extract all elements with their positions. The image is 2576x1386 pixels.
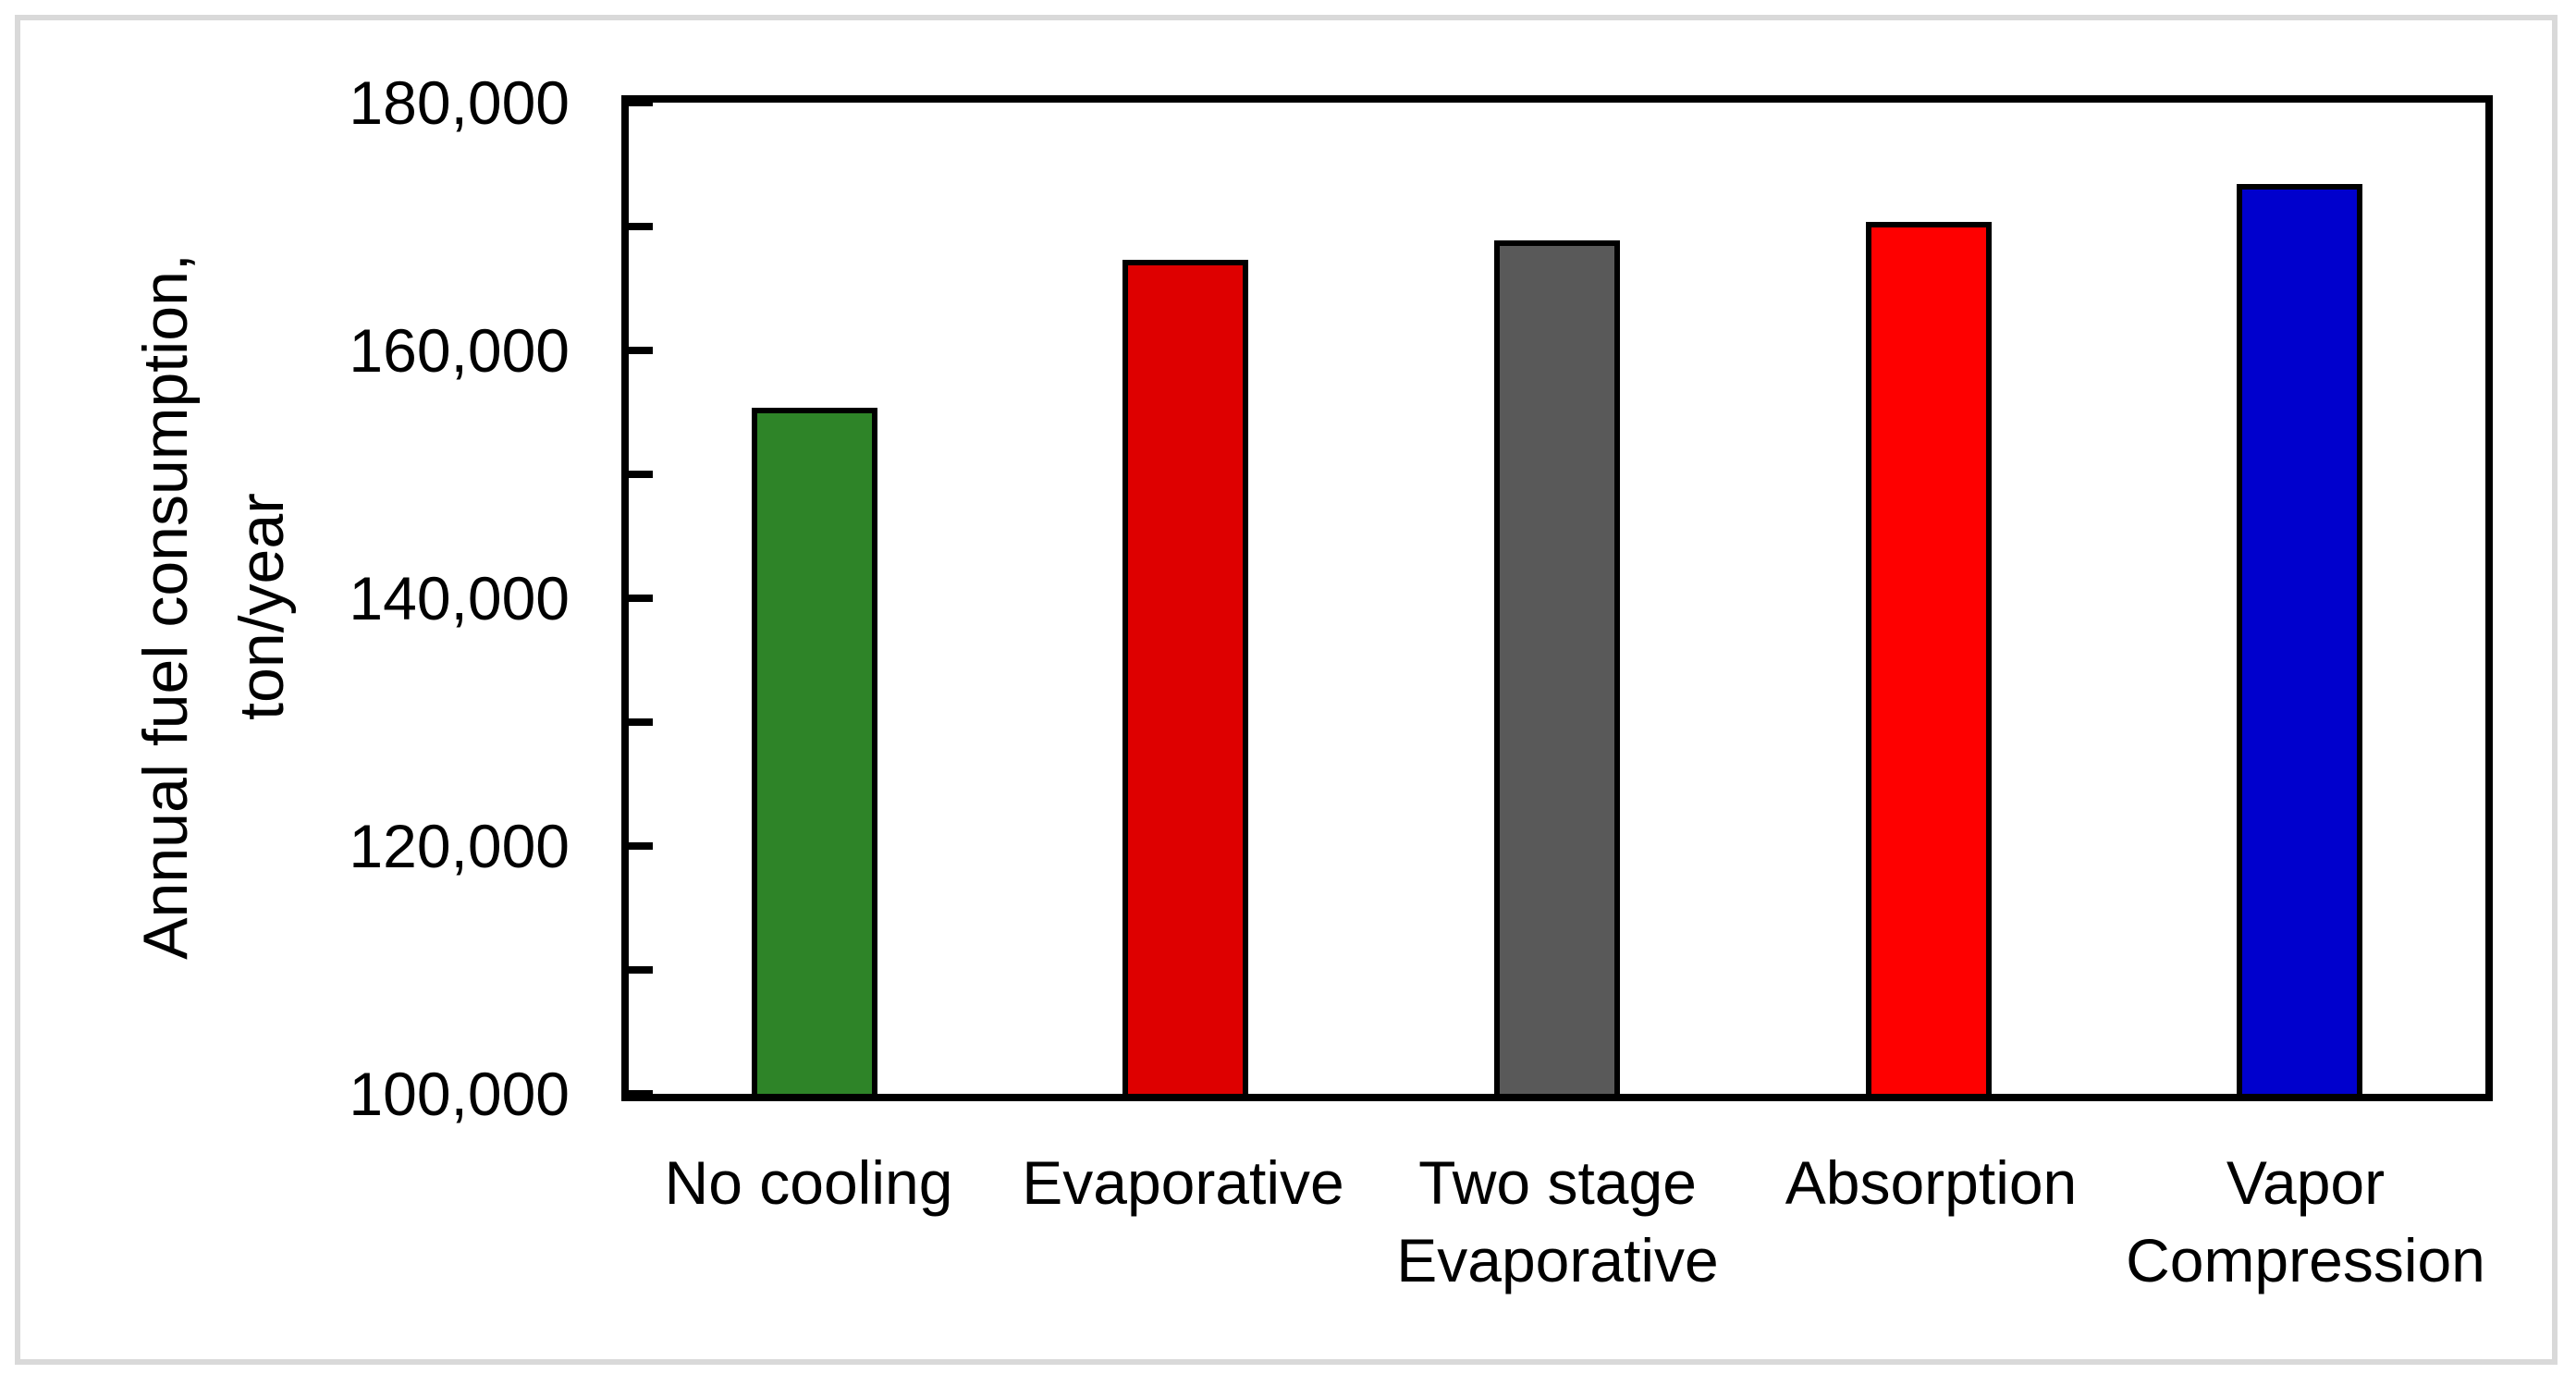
y-tick-label: 100,000 (349, 1060, 570, 1128)
bar-vapor-compression (2237, 184, 2362, 1094)
x-tick-label-line: Compression (2126, 1226, 2485, 1294)
x-tick-label-line: No cooling (664, 1148, 953, 1217)
y-tick-label: 140,000 (349, 564, 570, 632)
y-tick-mark (629, 99, 653, 106)
plot-area (621, 95, 2493, 1101)
bar-two-stage-evaporative (1494, 240, 1620, 1094)
x-tick-label-two-stage-evaporative: Two stage Evaporative (1370, 1144, 1745, 1299)
bar-no-cooling (752, 408, 877, 1094)
x-tick-label-no-cooling: No cooling (621, 1144, 996, 1221)
y-tick-mark (629, 471, 653, 478)
bar-evaporative (1122, 260, 1248, 1094)
y-tick-mark (629, 223, 653, 230)
y-axis-title-line1: Annual fuel consumption, (130, 253, 201, 960)
x-tick-label-absorption: Absorption (1744, 1144, 2118, 1221)
x-tick-label-line: Absorption (1785, 1148, 2078, 1217)
y-tick-mark (629, 718, 653, 726)
y-tick-mark (629, 595, 653, 602)
y-tick-mark (629, 1090, 653, 1098)
y-tick-mark (629, 966, 653, 974)
y-tick-mark (629, 842, 653, 850)
y-tick-label: 160,000 (349, 316, 570, 385)
x-tick-label-line: Evaporative (1022, 1148, 1344, 1217)
y-tick-label: 120,000 (349, 812, 570, 880)
x-tick-label-vapor-compression: Vapor Compression (2118, 1144, 2493, 1299)
x-tick-label-line: Two stage (1418, 1148, 1697, 1217)
x-tick-label-line: Vapor (2226, 1148, 2386, 1217)
y-axis-title: Annual fuel consumption, ton/year (117, 190, 313, 1023)
plot-inner (629, 99, 2485, 1098)
bar-absorption (1866, 222, 1992, 1094)
y-tick-label: 180,000 (349, 68, 570, 137)
y-tick-mark (629, 347, 653, 354)
x-tick-label-line: Evaporative (1396, 1226, 1719, 1294)
x-tick-label-evaporative: Evaporative (996, 1144, 1370, 1221)
